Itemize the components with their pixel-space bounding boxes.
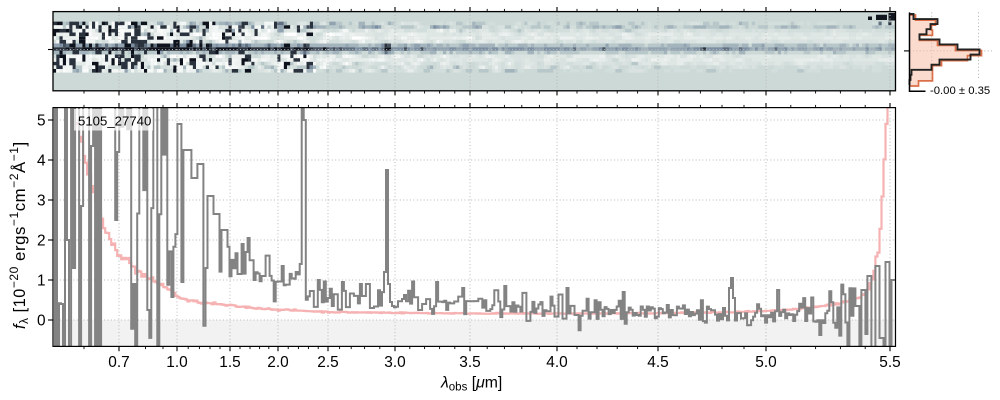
svg-text:0: 0: [37, 312, 46, 329]
svg-text:5.0: 5.0: [755, 354, 776, 371]
svg-text:2: 2: [37, 232, 46, 249]
svg-text:2.0: 2.0: [267, 354, 288, 371]
svg-text:4: 4: [37, 152, 46, 169]
svg-text:2.5: 2.5: [317, 354, 338, 371]
svg-text:5105_27740: 5105_27740: [78, 114, 151, 129]
svg-text:1: 1: [37, 272, 46, 289]
svg-text:fλ [10−20 ergs−1cm−2Å−1]: fλ [10−20 ergs−1cm−2Å−1]: [7, 141, 31, 329]
svg-text:1.0: 1.0: [166, 354, 187, 371]
svg-text:3: 3: [37, 192, 46, 209]
svg-text:5.5: 5.5: [879, 354, 900, 371]
svg-text:4.0: 4.0: [546, 354, 567, 371]
svg-text:λobs [μm]: λobs [μm]: [440, 375, 502, 394]
svg-text:1.5: 1.5: [219, 354, 240, 371]
svg-text:-0.00 ± 0.35: -0.00 ± 0.35: [930, 85, 990, 97]
svg-text:3.0: 3.0: [384, 354, 405, 371]
svg-text:3.5: 3.5: [459, 354, 480, 371]
svg-text:4.5: 4.5: [647, 354, 668, 371]
svg-text:5: 5: [37, 112, 46, 129]
svg-text:0.7: 0.7: [108, 354, 129, 371]
